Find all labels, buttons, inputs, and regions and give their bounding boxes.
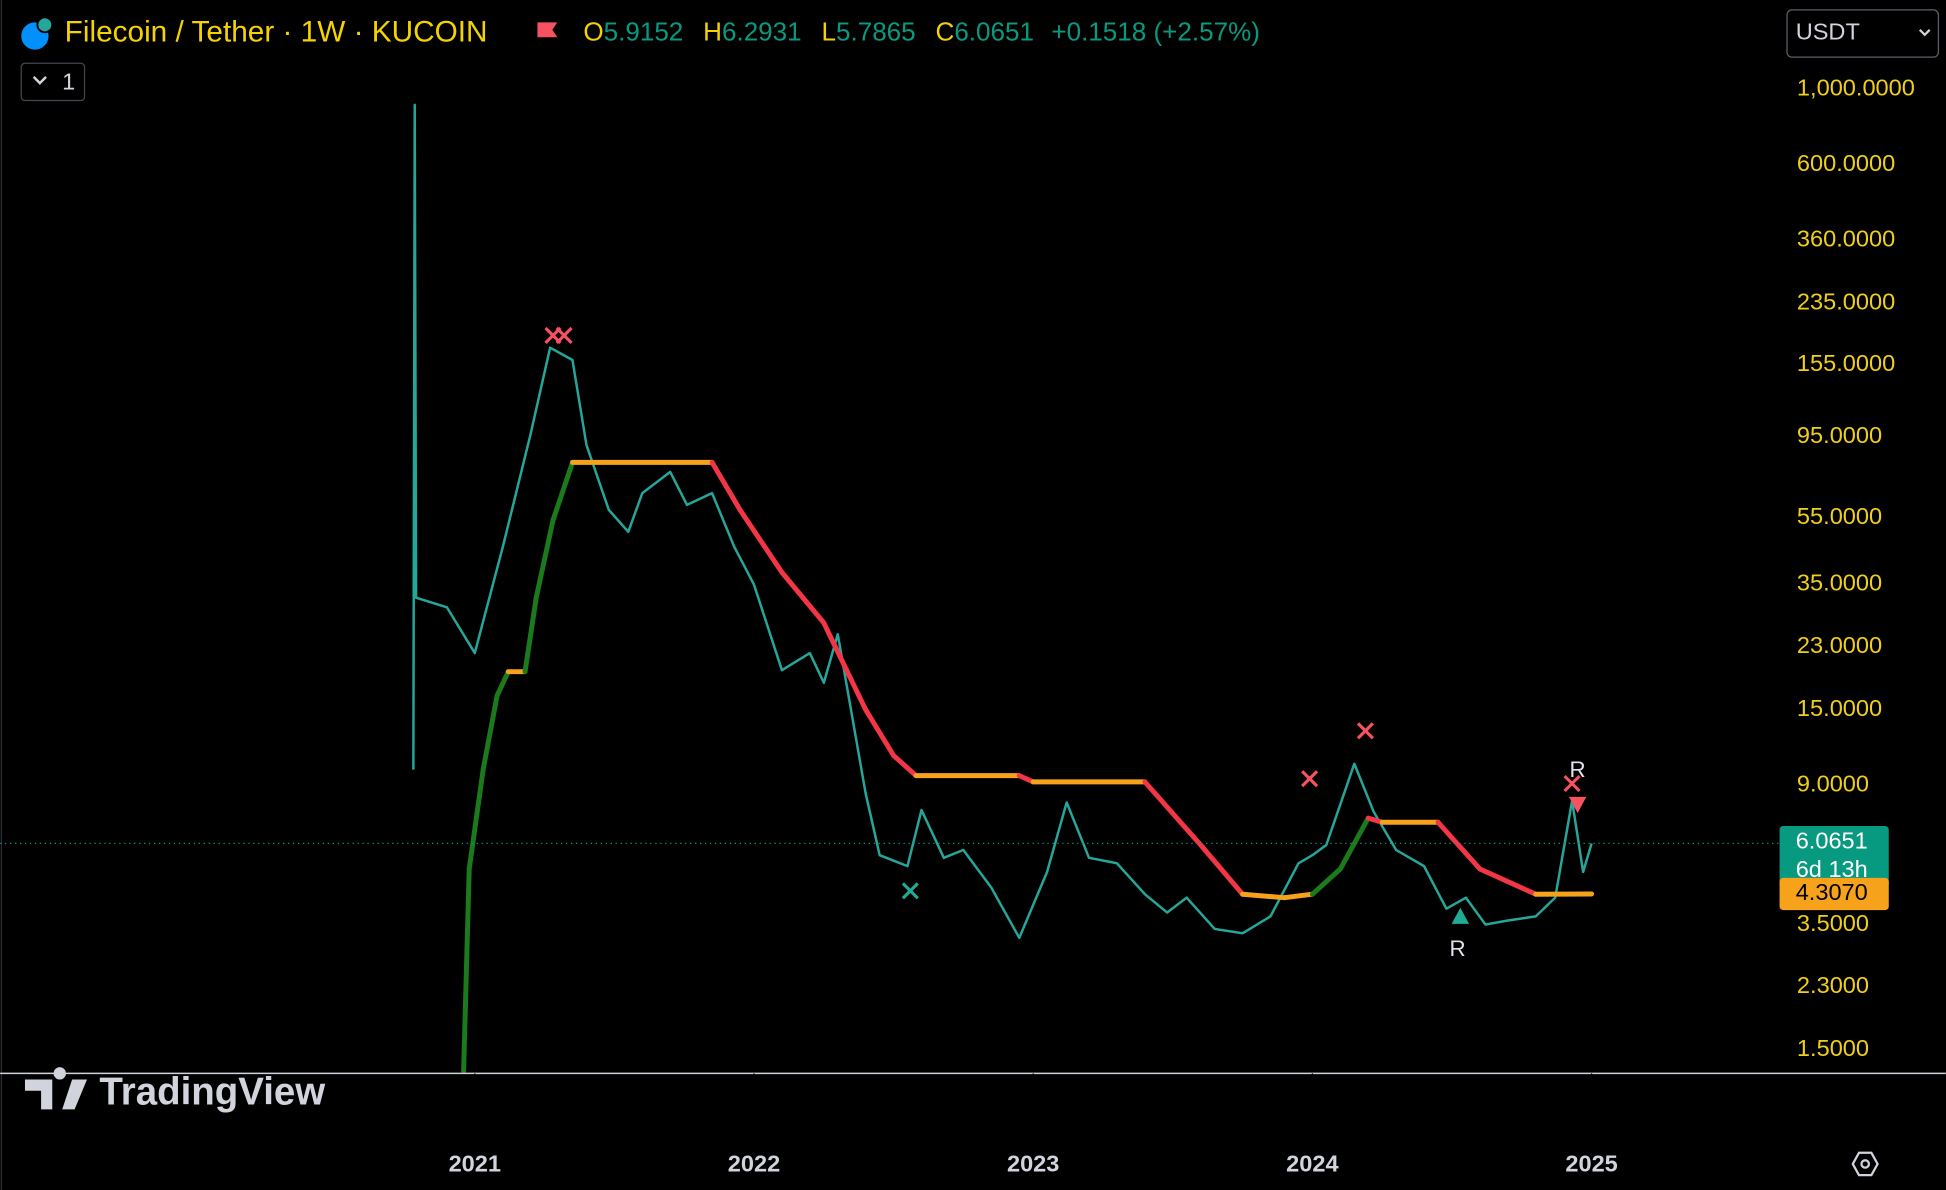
ohlc-value: 5.9152: [604, 16, 684, 46]
indicator-segment: [1142, 779, 1204, 848]
plot-area: RR: [412, 103, 1595, 1074]
indicator-segment: [1240, 891, 1287, 901]
ohlc-key: H: [703, 16, 722, 46]
y-tick-label: 1,000.0000: [1797, 75, 1915, 101]
ohlc-key: C: [936, 16, 955, 46]
price-badge: [1779, 877, 1889, 911]
y-tick-label: 600.0000: [1797, 150, 1895, 176]
signal-marker: [1356, 722, 1374, 740]
marker-stroke: [1356, 722, 1374, 740]
settings-button[interactable]: [1851, 1151, 1879, 1177]
indicator-segment: [779, 569, 827, 626]
ohlc-value: 6.2931: [722, 16, 802, 46]
indicator-segment: [1281, 891, 1315, 901]
annotation: R: [1449, 936, 1465, 961]
indicator-segment: [821, 620, 869, 713]
indicator-segment: [863, 707, 897, 758]
marker-stroke: [1563, 774, 1581, 793]
x-tick-label: 2024: [1286, 1150, 1338, 1176]
marker-triangle: [1451, 907, 1470, 924]
interval-button[interactable]: 1: [20, 62, 86, 102]
y-tick-label: 15.0000: [1797, 695, 1882, 721]
indicator-segment: [1016, 773, 1036, 785]
symbol-title: Filecoin / Tether · 1W · KUCOIN: [65, 15, 488, 48]
indicator-segment: [494, 669, 511, 699]
indicator-segment: [480, 693, 500, 773]
signal-marker: [1563, 774, 1581, 793]
indicator-segment: [533, 517, 556, 601]
marker-stroke: [901, 882, 919, 900]
y-tick-label: 9.0000: [1797, 770, 1869, 796]
x-tick-label: 2021: [449, 1150, 501, 1176]
price-line: [412, 103, 1593, 940]
signal-marker: [1301, 770, 1319, 788]
signal-marker: [555, 326, 573, 344]
y-tick-label: 55.0000: [1797, 503, 1882, 529]
signal-marker: [1568, 796, 1587, 814]
indicator-segment: [1337, 815, 1371, 872]
change-value: +0.1518 (+2.57%): [1051, 16, 1260, 46]
y-tick-label: 2.3000: [1797, 972, 1869, 998]
price-badge-countdown: 6d 13h: [1796, 856, 1868, 882]
ohlc-value: 5.7865: [836, 16, 916, 46]
interval-button-label: 1: [62, 68, 75, 94]
indicator-segment: [1198, 842, 1246, 897]
flag-icon: [537, 22, 558, 38]
indicator-segment: [466, 767, 486, 872]
price-badge-label: 4.3070: [1796, 879, 1868, 905]
indicator-segment: [891, 753, 919, 779]
indicator-segment: [737, 507, 785, 575]
currency-label: USDT: [1796, 19, 1860, 45]
ohlc-key: O: [583, 16, 603, 46]
x-tick-label: 2025: [1565, 1150, 1617, 1176]
ohlc-value: 6.0651: [954, 16, 1034, 46]
x-tick-label: 2022: [728, 1150, 780, 1176]
signal-marker: [901, 882, 919, 900]
y-tick-label: 23.0000: [1797, 632, 1882, 658]
brand-logo: TradingView: [24, 1067, 325, 1114]
y-tick-label: 3.5000: [1797, 910, 1869, 936]
ohlc-key: L: [821, 16, 836, 46]
y-tick-label: 360.0000: [1797, 225, 1895, 251]
marker-stroke: [1301, 770, 1319, 788]
price-badge: [1779, 826, 1889, 889]
indicator-segment: [1309, 866, 1343, 897]
annotation: R: [1570, 757, 1586, 782]
indicator-segment: [1477, 866, 1539, 897]
currency-dropdown[interactable]: USDT: [1786, 9, 1940, 58]
y-tick-label: 95.0000: [1797, 422, 1882, 448]
indicator-segment: [550, 459, 575, 523]
indicator-segment: [461, 866, 472, 1074]
exchange-icon: [36, 16, 54, 34]
y-tick-label: 235.0000: [1797, 288, 1895, 314]
signal-marker: [1451, 907, 1470, 924]
indicator-segment: [1435, 819, 1483, 872]
indicator-segment: [709, 459, 743, 513]
x-tick-label: 2023: [1007, 1150, 1059, 1176]
marker-stroke: [555, 326, 573, 344]
indicator-segment: [522, 595, 539, 675]
y-tick-label: 1.5000: [1797, 1035, 1869, 1061]
price-badge-label: 6.0651: [1796, 827, 1868, 853]
y-tick-label: 35.0000: [1797, 570, 1882, 596]
y-tick-label: 155.0000: [1797, 350, 1895, 376]
brand-name: TradingView: [99, 1071, 325, 1114]
marker-triangle: [1568, 796, 1587, 814]
ohlc-legend: O5.9152 H6.2931 L5.7865 C6.0651 +0.1518 (+2.…: [583, 16, 1260, 46]
